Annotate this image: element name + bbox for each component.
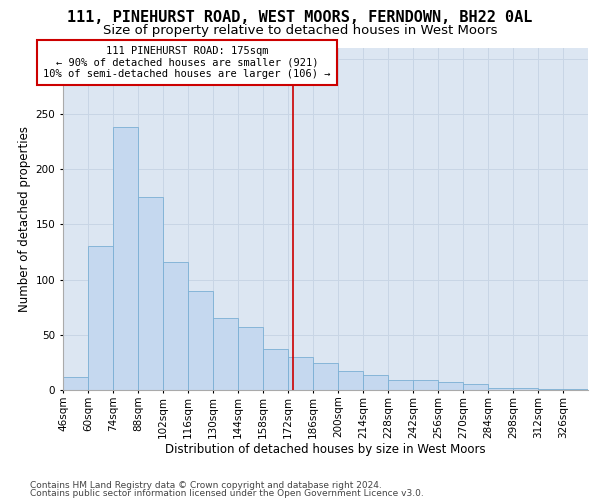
Bar (338, 371, 363, 390)
X-axis label: Distribution of detached houses by size in West Moors: Distribution of detached houses by size … (165, 443, 486, 456)
Bar (513, 388, 538, 390)
Bar (263, 349, 288, 390)
Bar (438, 382, 463, 390)
Bar (463, 384, 488, 390)
Text: Size of property relative to detached houses in West Moors: Size of property relative to detached ho… (103, 24, 497, 37)
Bar (113, 127, 138, 390)
Bar (538, 389, 563, 390)
Text: Contains HM Land Registry data © Crown copyright and database right 2024.: Contains HM Land Registry data © Crown c… (30, 481, 382, 490)
Bar (138, 196, 163, 390)
Bar (88, 246, 113, 390)
Bar (213, 318, 238, 390)
Bar (363, 374, 388, 390)
Text: 111, PINEHURST ROAD, WEST MOORS, FERNDOWN, BH22 0AL: 111, PINEHURST ROAD, WEST MOORS, FERNDOW… (67, 10, 533, 25)
Bar (288, 357, 313, 390)
Bar (488, 388, 513, 390)
Bar (413, 380, 438, 390)
Bar (238, 327, 263, 390)
Text: Contains public sector information licensed under the Open Government Licence v3: Contains public sector information licen… (30, 488, 424, 498)
Y-axis label: Number of detached properties: Number of detached properties (19, 126, 31, 312)
Bar (63, 376, 88, 390)
Text: 111 PINEHURST ROAD: 175sqm
← 90% of detached houses are smaller (921)
10% of sem: 111 PINEHURST ROAD: 175sqm ← 90% of deta… (43, 46, 331, 79)
Bar (313, 364, 338, 390)
Bar (563, 389, 588, 390)
Bar (388, 380, 413, 390)
Bar (163, 262, 188, 390)
Bar (188, 290, 213, 390)
